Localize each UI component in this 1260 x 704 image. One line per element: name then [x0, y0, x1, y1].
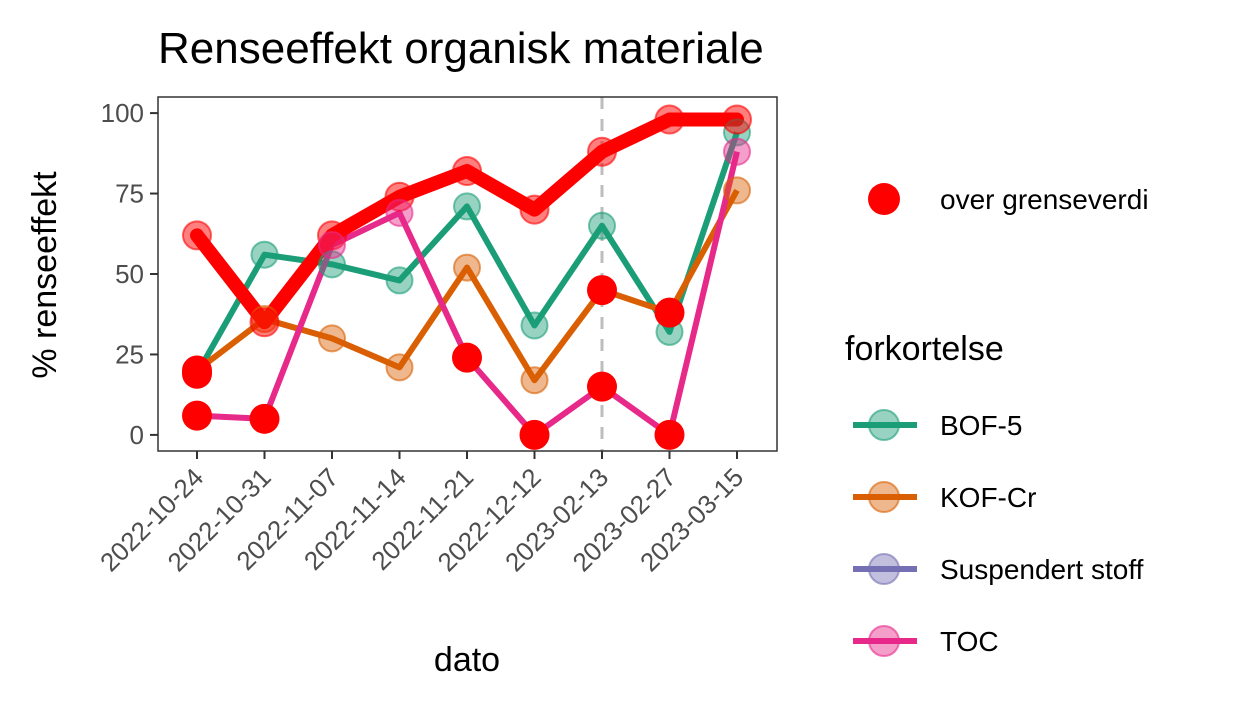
- legend-key-marker: [868, 409, 900, 441]
- data-point-bof-5: [318, 250, 346, 279]
- threshold-point: [182, 355, 212, 386]
- legend-key-marker: [868, 481, 900, 513]
- y-axis: 0 25 50 75 100: [101, 98, 158, 450]
- data-point-suspendert-stoff: [587, 136, 617, 167]
- data-point-kof-cr: [723, 176, 751, 205]
- data-point-suspendert-stoff: [317, 220, 347, 251]
- data-point-bof-5: [250, 240, 279, 269]
- data-point-toc: [385, 198, 414, 227]
- data-point-bof-5: [588, 211, 616, 240]
- series-line-suspendert-stoff: [190, 112, 744, 330]
- legend-entry-label: KOF-Cr: [940, 482, 1036, 513]
- threshold-point: [654, 419, 685, 450]
- chart-title: Renseeffekt organisk materiale: [158, 24, 764, 73]
- threshold-point: [587, 275, 617, 306]
- data-point-suspendert-stoff: [182, 220, 212, 251]
- points-layer: [182, 104, 752, 450]
- data-point-toc: [723, 137, 751, 166]
- legend-key-marker: [868, 553, 900, 585]
- data-point-kof-cr: [520, 366, 549, 395]
- plot-panel: [157, 96, 778, 452]
- data-point-bof-5: [520, 311, 549, 340]
- threshold-point: [182, 400, 212, 431]
- data-point-kof-cr: [318, 324, 346, 353]
- legend-threshold-marker: [868, 183, 900, 215]
- threshold-point: [654, 297, 685, 328]
- y-tick-label: 50: [115, 259, 144, 289]
- data-point-suspendert-stoff: [384, 181, 415, 212]
- threshold-point: [519, 419, 550, 450]
- series-line-bof-5: [194, 131, 740, 376]
- legend-threshold-label: over grenseverdi: [940, 184, 1149, 215]
- series-line-kof-cr: [195, 188, 740, 384]
- y-axis-title: % renseeffekt: [26, 171, 64, 379]
- legend-key-marker: [868, 625, 900, 657]
- data-point-suspendert-stoff: [452, 156, 482, 187]
- legend-entry-label: BOF-5: [940, 410, 1022, 441]
- data-point-kof-cr: [453, 253, 481, 282]
- legend-entries: BOF-5 KOF-Cr Suspendert stoff TOC: [853, 409, 1144, 657]
- threshold-point: [587, 371, 617, 402]
- y-tick-label: 100: [101, 98, 144, 128]
- data-point-suspendert-stoff: [519, 194, 550, 225]
- y-tick-label: 75: [115, 179, 144, 209]
- legend-title: forkortelse: [845, 330, 1004, 368]
- legend-entry-label: TOC: [940, 626, 999, 657]
- data-point-bof-5: [453, 192, 481, 221]
- y-tick-label: 25: [115, 339, 144, 369]
- x-axis: 2022-10-242022-10-312022-11-072022-11-14…: [94, 451, 749, 577]
- threshold-point: [452, 342, 482, 373]
- x-axis-title: dato: [434, 641, 500, 679]
- data-point-suspendert-stoff: [654, 104, 685, 135]
- data-point-suspendert-stoff: [249, 307, 280, 338]
- legend-entry-label: Suspendert stoff: [940, 554, 1144, 585]
- data-point-toc: [318, 231, 346, 260]
- threshold-point: [249, 403, 280, 434]
- y-tick-label: 0: [130, 420, 144, 450]
- data-point-suspendert-stoff: [722, 104, 752, 135]
- data-point-bof-5: [385, 266, 414, 295]
- data-point-kof-cr: [385, 353, 414, 382]
